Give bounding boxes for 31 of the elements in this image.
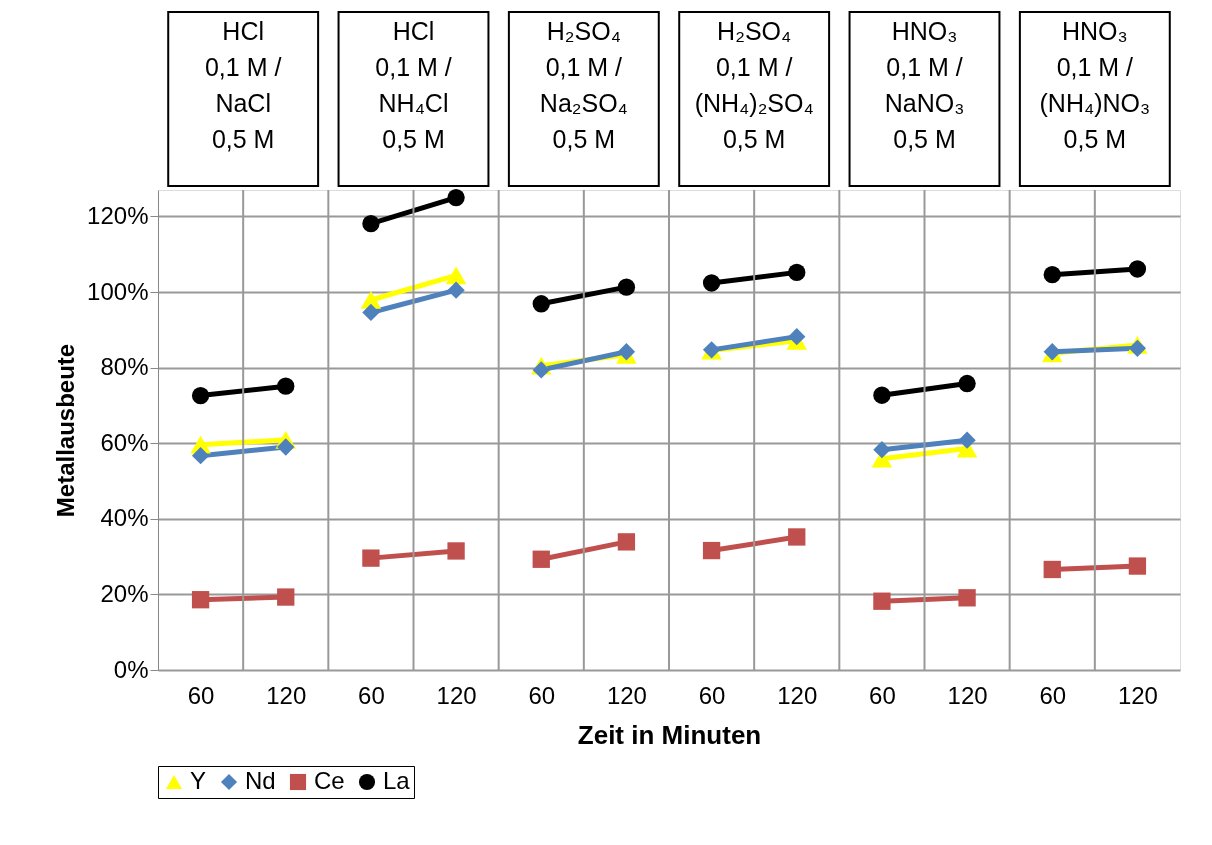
x-tick-label: 120 [1117, 681, 1158, 709]
x-tick-label: 60 [528, 681, 556, 709]
y-tick-label: 120% [87, 201, 149, 229]
x-tick-label: 120 [266, 681, 307, 709]
x-tick-label: 120 [777, 681, 818, 709]
x-tick-label: 60 [358, 681, 385, 709]
x-tick-label: 120 [947, 681, 988, 709]
text: HNO₃ 0,1 M / (NH₄)NO₃ 0,5 M [1039, 17, 1151, 153]
text: HCl 0,1 M / NaCl 0,5 M [204, 17, 282, 153]
y-tick-label: 20% [100, 579, 149, 607]
x-tick-label: 120 [436, 681, 477, 709]
legend-label: Nd [245, 767, 276, 794]
text: H₂SO₄ 0,1 M / Na₂SO₄ 0,5 M [539, 17, 628, 153]
x-tick-label: 120 [606, 681, 647, 709]
legend-label: La [383, 767, 411, 794]
legend-label: Y [190, 767, 207, 794]
legend-label: Ce [314, 767, 345, 794]
y-axis-title: Metallausbeute [52, 343, 80, 518]
y-tick-label: 60% [100, 428, 149, 456]
x-tick-label: 60 [698, 681, 726, 709]
x-tick-label: 60 [869, 681, 896, 709]
x-tick-label: 60 [1039, 681, 1067, 709]
x-axis-title: Zeit in Minuten [577, 719, 762, 750]
y-tick-label: 100% [87, 277, 149, 305]
x-tick-label: 60 [187, 681, 215, 709]
text: H₂SO₄ 0,1 M / (NH₄)₂SO₄ 0,5 M [694, 17, 814, 153]
y-tick-label: 40% [100, 504, 149, 532]
y-tick-label: 0% [113, 655, 149, 683]
text: HNO₃ 0,1 M / NaNO₃ 0,5 M [884, 17, 965, 153]
y-tick-label: 80% [100, 353, 149, 381]
text: HCl 0,1 M / NH₄Cl 0,5 M [375, 17, 452, 153]
